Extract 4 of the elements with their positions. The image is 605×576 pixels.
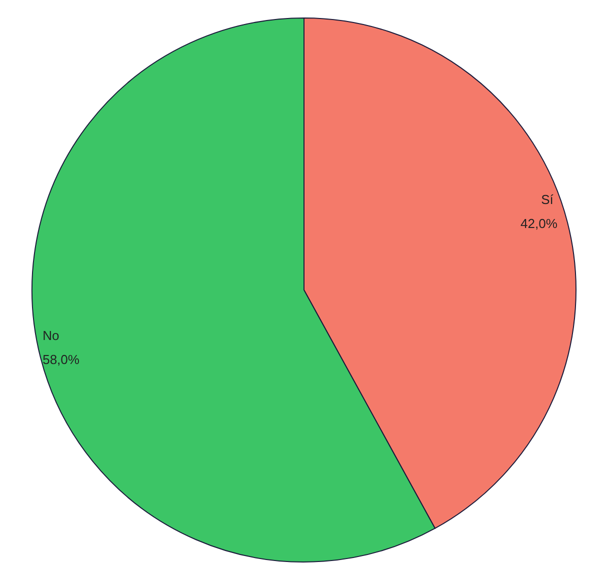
slice-label: No [42,328,60,344]
slice-label: Sí [541,192,554,207]
data-label: 58,0% [42,352,80,368]
data-label: 42,0% [520,216,558,231]
